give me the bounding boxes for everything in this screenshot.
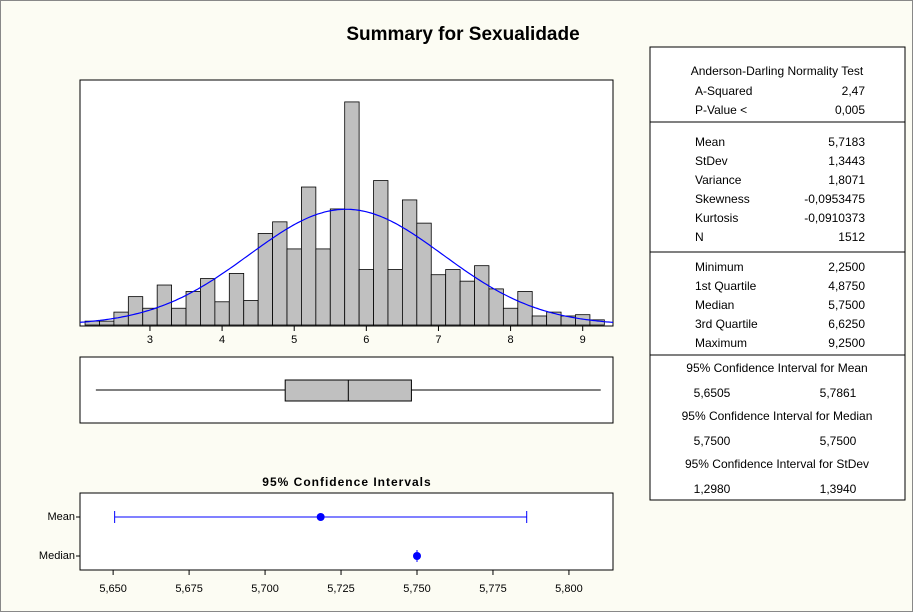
stat-value: 4,8750 bbox=[828, 279, 865, 293]
interval-frame bbox=[79, 492, 614, 571]
interval-title: 95% Confidence Intervals bbox=[262, 475, 431, 489]
x-tick-label: 6 bbox=[363, 334, 369, 346]
x-tick-label: 5,775 bbox=[479, 583, 507, 595]
interval-low: 5,6505 bbox=[694, 386, 731, 400]
bar bbox=[142, 307, 158, 326]
interval-high: 1,3940 bbox=[820, 482, 857, 496]
bar bbox=[531, 315, 548, 326]
stat-value: 1512 bbox=[838, 230, 865, 244]
stat-value: 0,005 bbox=[835, 103, 865, 117]
x-tick-label: 5,650 bbox=[99, 583, 127, 595]
bar bbox=[243, 300, 259, 326]
interval-heading: 95% Confidence Interval for Mean bbox=[686, 361, 867, 375]
stat-value: 2,47 bbox=[842, 84, 866, 98]
bar bbox=[127, 296, 144, 326]
stat-name: Kurtosis bbox=[695, 211, 738, 225]
stat-value: 2,2500 bbox=[828, 260, 865, 274]
bar bbox=[502, 307, 519, 326]
x-tick-label: 7 bbox=[435, 334, 441, 346]
bar bbox=[416, 222, 432, 326]
stat-name: Median bbox=[695, 298, 734, 312]
bar bbox=[99, 320, 115, 326]
table-heading: Anderson-Darling Normality Test bbox=[691, 64, 864, 78]
stat-name: P-Value < bbox=[695, 103, 747, 117]
stat-name: N bbox=[695, 230, 704, 244]
y-tick-label: Median bbox=[39, 550, 75, 562]
stat-name: Maximum bbox=[695, 336, 747, 350]
bar bbox=[373, 180, 389, 326]
x-tick-label: 8 bbox=[508, 334, 514, 346]
bar bbox=[517, 291, 533, 326]
normal-curve bbox=[79, 208, 614, 323]
bar bbox=[301, 186, 317, 326]
stat-value: -0,0953475 bbox=[804, 192, 865, 206]
x-tick-label: 4 bbox=[219, 334, 225, 346]
bar bbox=[286, 248, 302, 326]
estimate-point bbox=[316, 513, 325, 521]
bar bbox=[185, 291, 201, 326]
bar bbox=[315, 248, 331, 326]
y-tick-label: Mean bbox=[47, 511, 75, 523]
stat-name: A-Squared bbox=[695, 84, 752, 98]
stat-name: Skewness bbox=[695, 192, 750, 206]
interval-low: 5,7500 bbox=[694, 434, 731, 448]
bar bbox=[228, 273, 245, 326]
stat-value: 6,6250 bbox=[828, 317, 865, 331]
estimate-point bbox=[412, 552, 421, 560]
stat-name: 3rd Quartile bbox=[695, 317, 758, 331]
stat-value: 1,8071 bbox=[828, 173, 865, 187]
stat-value: -0,0910373 bbox=[804, 211, 865, 225]
interval-heading: 95% Confidence Interval for StDev bbox=[685, 457, 869, 471]
bar bbox=[589, 319, 605, 326]
x-tick-label: 5,800 bbox=[555, 583, 583, 595]
stat-name: Variance bbox=[695, 173, 742, 187]
interval-heading: 95% Confidence Interval for Median bbox=[682, 409, 873, 423]
bar bbox=[401, 199, 418, 326]
x-tick-label: 5 bbox=[291, 334, 297, 346]
bar bbox=[459, 280, 475, 326]
stat-value: 5,7500 bbox=[828, 298, 865, 312]
x-tick-label: 5,750 bbox=[403, 583, 431, 595]
interval-high: 5,7500 bbox=[820, 434, 857, 448]
stat-name: StDev bbox=[695, 154, 728, 168]
stat-value: 5,7183 bbox=[828, 135, 865, 149]
bar bbox=[430, 274, 447, 326]
stat-name: Mean bbox=[695, 135, 725, 149]
stat-value: 9,2500 bbox=[828, 336, 865, 350]
stats-table bbox=[649, 46, 906, 501]
stat-name: Minimum bbox=[695, 260, 744, 274]
stat-value: 1,3443 bbox=[828, 154, 865, 168]
x-tick-label: 3 bbox=[147, 334, 153, 346]
stat-name: 1st Quartile bbox=[695, 279, 757, 293]
bar bbox=[358, 269, 374, 326]
x-tick-label: 9 bbox=[580, 334, 586, 346]
bar bbox=[329, 208, 346, 326]
bar bbox=[387, 269, 403, 326]
interval-low: 1,2980 bbox=[694, 482, 731, 496]
x-tick-label: 5,700 bbox=[251, 583, 279, 595]
bar bbox=[474, 265, 490, 326]
bar bbox=[344, 101, 360, 326]
bar bbox=[171, 307, 187, 326]
interval-high: 5,7861 bbox=[820, 386, 857, 400]
bar bbox=[488, 288, 504, 326]
bar bbox=[445, 269, 461, 326]
title: Summary for Sexualidade bbox=[346, 24, 579, 45]
bar bbox=[214, 301, 230, 326]
x-tick-label: 5,675 bbox=[175, 583, 203, 595]
x-tick-label: 5,725 bbox=[327, 583, 355, 595]
